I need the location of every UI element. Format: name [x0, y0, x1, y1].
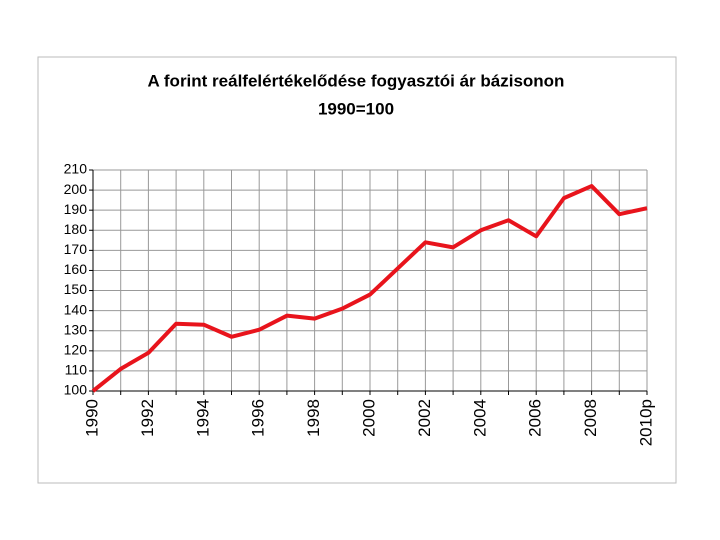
x-tick-label: 2010p — [636, 399, 655, 446]
x-tick-label: 2000 — [359, 399, 378, 437]
y-tick-label: 200 — [64, 181, 88, 197]
y-tick-label: 170 — [64, 241, 88, 257]
y-tick-label: 140 — [64, 301, 88, 317]
x-tick-label: 2002 — [415, 399, 434, 437]
x-tick-label: 1994 — [193, 399, 212, 437]
y-tick-label: 210 — [64, 161, 88, 177]
y-tick-label: 160 — [64, 261, 88, 277]
y-tick-label: 110 — [65, 362, 88, 378]
chart-title: A forint reálfelértékelődése fogyasztói … — [148, 71, 565, 90]
chart-subtitle: 1990=100 — [318, 99, 394, 118]
x-tick-label: 2008 — [581, 399, 600, 437]
y-tick-label: 150 — [64, 281, 88, 297]
y-tick-label: 180 — [64, 221, 88, 237]
y-tick-label: 130 — [64, 321, 88, 337]
x-tick-label: 1998 — [304, 399, 323, 437]
data-line — [91, 184, 648, 393]
x-tick-label: 2004 — [470, 399, 489, 437]
y-tick-label: 120 — [64, 342, 88, 358]
x-tick-label: 2006 — [526, 399, 545, 437]
x-tick-label: 1990 — [82, 399, 101, 437]
x-tick-label: 1996 — [249, 399, 268, 437]
y-tick-label: 190 — [64, 201, 88, 217]
x-tick-label: 1992 — [138, 399, 157, 437]
y-tick-label: 100 — [64, 382, 88, 398]
